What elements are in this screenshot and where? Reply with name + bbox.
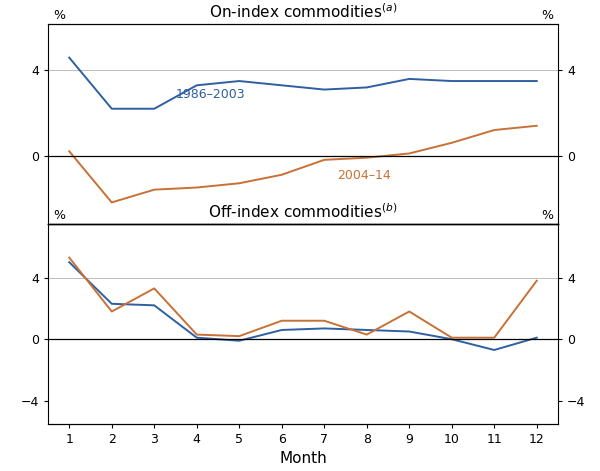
Title: On-index commodities$^{(a)}$: On-index commodities$^{(a)}$ (209, 2, 397, 21)
Text: %: % (541, 209, 553, 222)
Title: Off-index commodities$^{(b)}$: Off-index commodities$^{(b)}$ (208, 203, 398, 221)
Text: %: % (53, 209, 65, 222)
Text: %: % (541, 8, 553, 22)
Text: %: % (53, 8, 65, 22)
Text: 1986–2003: 1986–2003 (176, 88, 245, 101)
Text: 2004–14: 2004–14 (337, 169, 391, 182)
X-axis label: Month: Month (279, 452, 327, 466)
